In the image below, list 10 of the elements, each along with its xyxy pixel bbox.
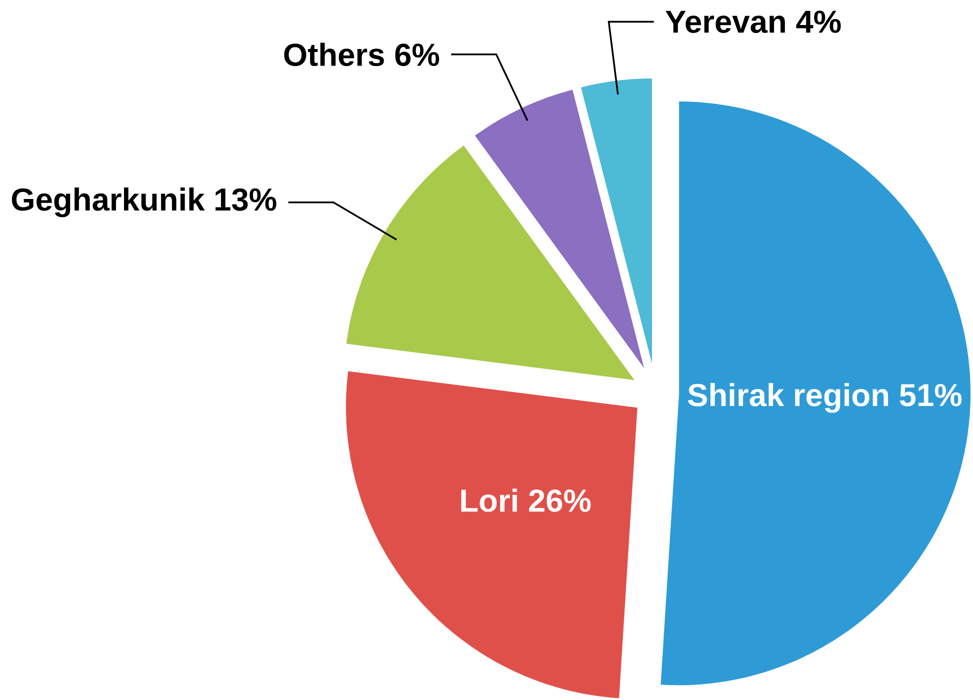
slice-label: Others xyxy=(284,42,384,66)
slice-label: Gegharkunik xyxy=(12,187,205,218)
data-label: 4% xyxy=(796,10,841,33)
slice-label: Yerevan xyxy=(666,10,785,33)
slice-label: Lori xyxy=(461,488,517,512)
data-label: 6% xyxy=(395,44,440,66)
data-label: 51% xyxy=(900,384,962,406)
slice-label: Shirak region xyxy=(688,383,888,413)
data-label: 26% xyxy=(529,489,591,512)
data-label: 13% xyxy=(216,188,276,211)
